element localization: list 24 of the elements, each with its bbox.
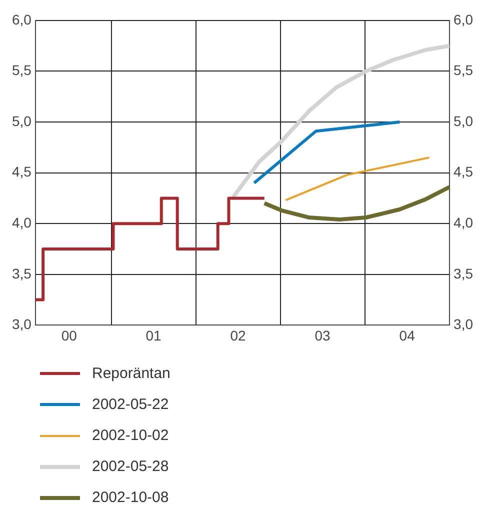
y2-tick-label: 6,0 xyxy=(454,11,474,28)
x-tick-label: 03 xyxy=(314,327,330,344)
y-tick-label: 4,0 xyxy=(12,214,32,230)
y2-tick-label: 3,5 xyxy=(454,265,474,282)
y-tick-label: 3,5 xyxy=(12,265,32,282)
x-tick-label: 04 xyxy=(399,327,416,344)
legend-label: 2002-05-28 xyxy=(92,458,169,475)
x-tick-label: 00 xyxy=(61,327,78,344)
legend-label: 2002-05-22 xyxy=(92,396,169,413)
y-tick-label: 3,0 xyxy=(12,316,32,332)
y-tick-label: 5,5 xyxy=(12,62,32,78)
y2-tick-label: 5,0 xyxy=(454,112,474,129)
y-tick-label: 5,0 xyxy=(12,112,32,129)
y2-tick-label: 5,5 xyxy=(454,62,474,78)
x-tick-label: 01 xyxy=(146,327,162,344)
legend-label: 2002-10-08 xyxy=(92,489,169,506)
y-tick-label: 6,0 xyxy=(12,11,32,28)
y-tick-label: 4,5 xyxy=(12,164,32,180)
legend-label: Reporäntan xyxy=(92,365,170,382)
y2-tick-label: 4,5 xyxy=(454,164,474,180)
y2-tick-label: 4,0 xyxy=(454,214,474,230)
legend-label: 2002-10-02 xyxy=(92,427,169,444)
y2-tick-label: 3,0 xyxy=(454,316,474,332)
x-tick-label: 02 xyxy=(230,327,246,344)
